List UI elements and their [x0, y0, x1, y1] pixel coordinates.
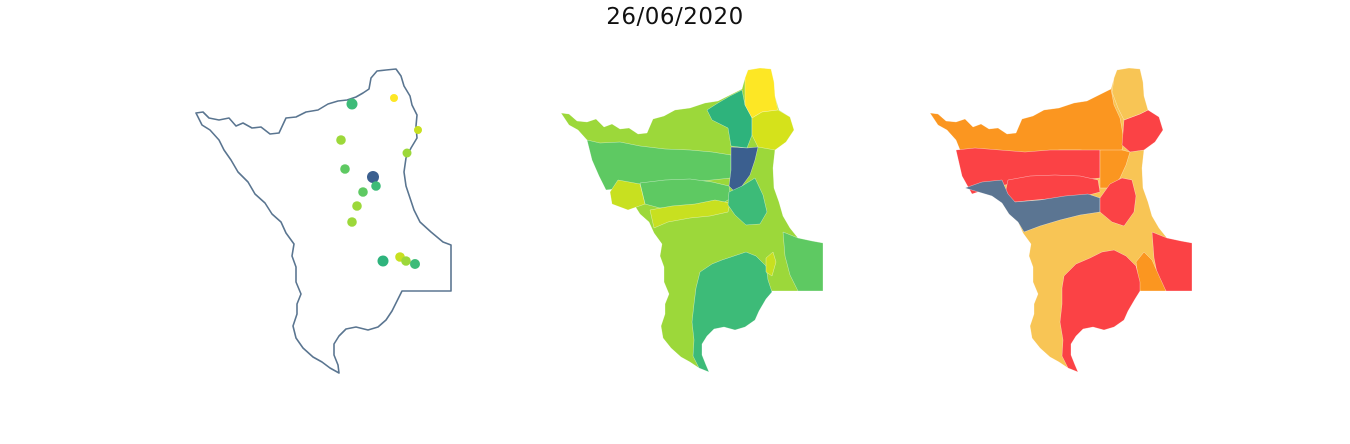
- station-marker[interactable]: [358, 187, 368, 197]
- state-outline: [195, 68, 452, 374]
- station-marker[interactable]: [346, 98, 358, 110]
- station-marker[interactable]: [414, 126, 422, 134]
- region-dark-blue[interactable]: [728, 146, 759, 193]
- station-marker[interactable]: [352, 201, 362, 211]
- region-east-green[interactable]: [782, 231, 824, 292]
- risk-regions: [929, 67, 1193, 373]
- station-marker[interactable]: [401, 256, 411, 266]
- region-northeast-yellow[interactable]: [744, 67, 779, 119]
- region-south-green[interactable]: [691, 251, 773, 373]
- region-west[interactable]: [586, 139, 732, 191]
- station-marker[interactable]: [340, 164, 350, 174]
- region-small-yellow[interactable]: [765, 251, 777, 277]
- station-marker[interactable]: [410, 259, 420, 269]
- station-markers: [336, 94, 422, 269]
- map-date-title: 26/06/2020: [606, 4, 744, 30]
- station-marker[interactable]: [390, 94, 398, 102]
- station-marker[interactable]: [367, 171, 379, 183]
- viridis-regions: [560, 67, 824, 373]
- station-marker[interactable]: [371, 181, 381, 191]
- region-south-strip[interactable]: [649, 199, 731, 229]
- region-central-orange[interactable]: [1099, 149, 1131, 189]
- region-south-red[interactable]: [1059, 249, 1141, 373]
- region-east-red[interactable]: [1151, 231, 1193, 292]
- station-marker[interactable]: [377, 255, 389, 267]
- station-marker[interactable]: [336, 135, 346, 145]
- region-center-red[interactable]: [1099, 177, 1137, 227]
- region-center-green[interactable]: [727, 177, 768, 226]
- station-marker[interactable]: [402, 148, 412, 158]
- region-central[interactable]: [639, 178, 732, 209]
- region-east-yellowgreen[interactable]: [751, 109, 795, 151]
- region-strip[interactable]: [609, 179, 646, 211]
- region-north-tip[interactable]: [1111, 67, 1149, 121]
- station-marker[interactable]: [347, 217, 357, 227]
